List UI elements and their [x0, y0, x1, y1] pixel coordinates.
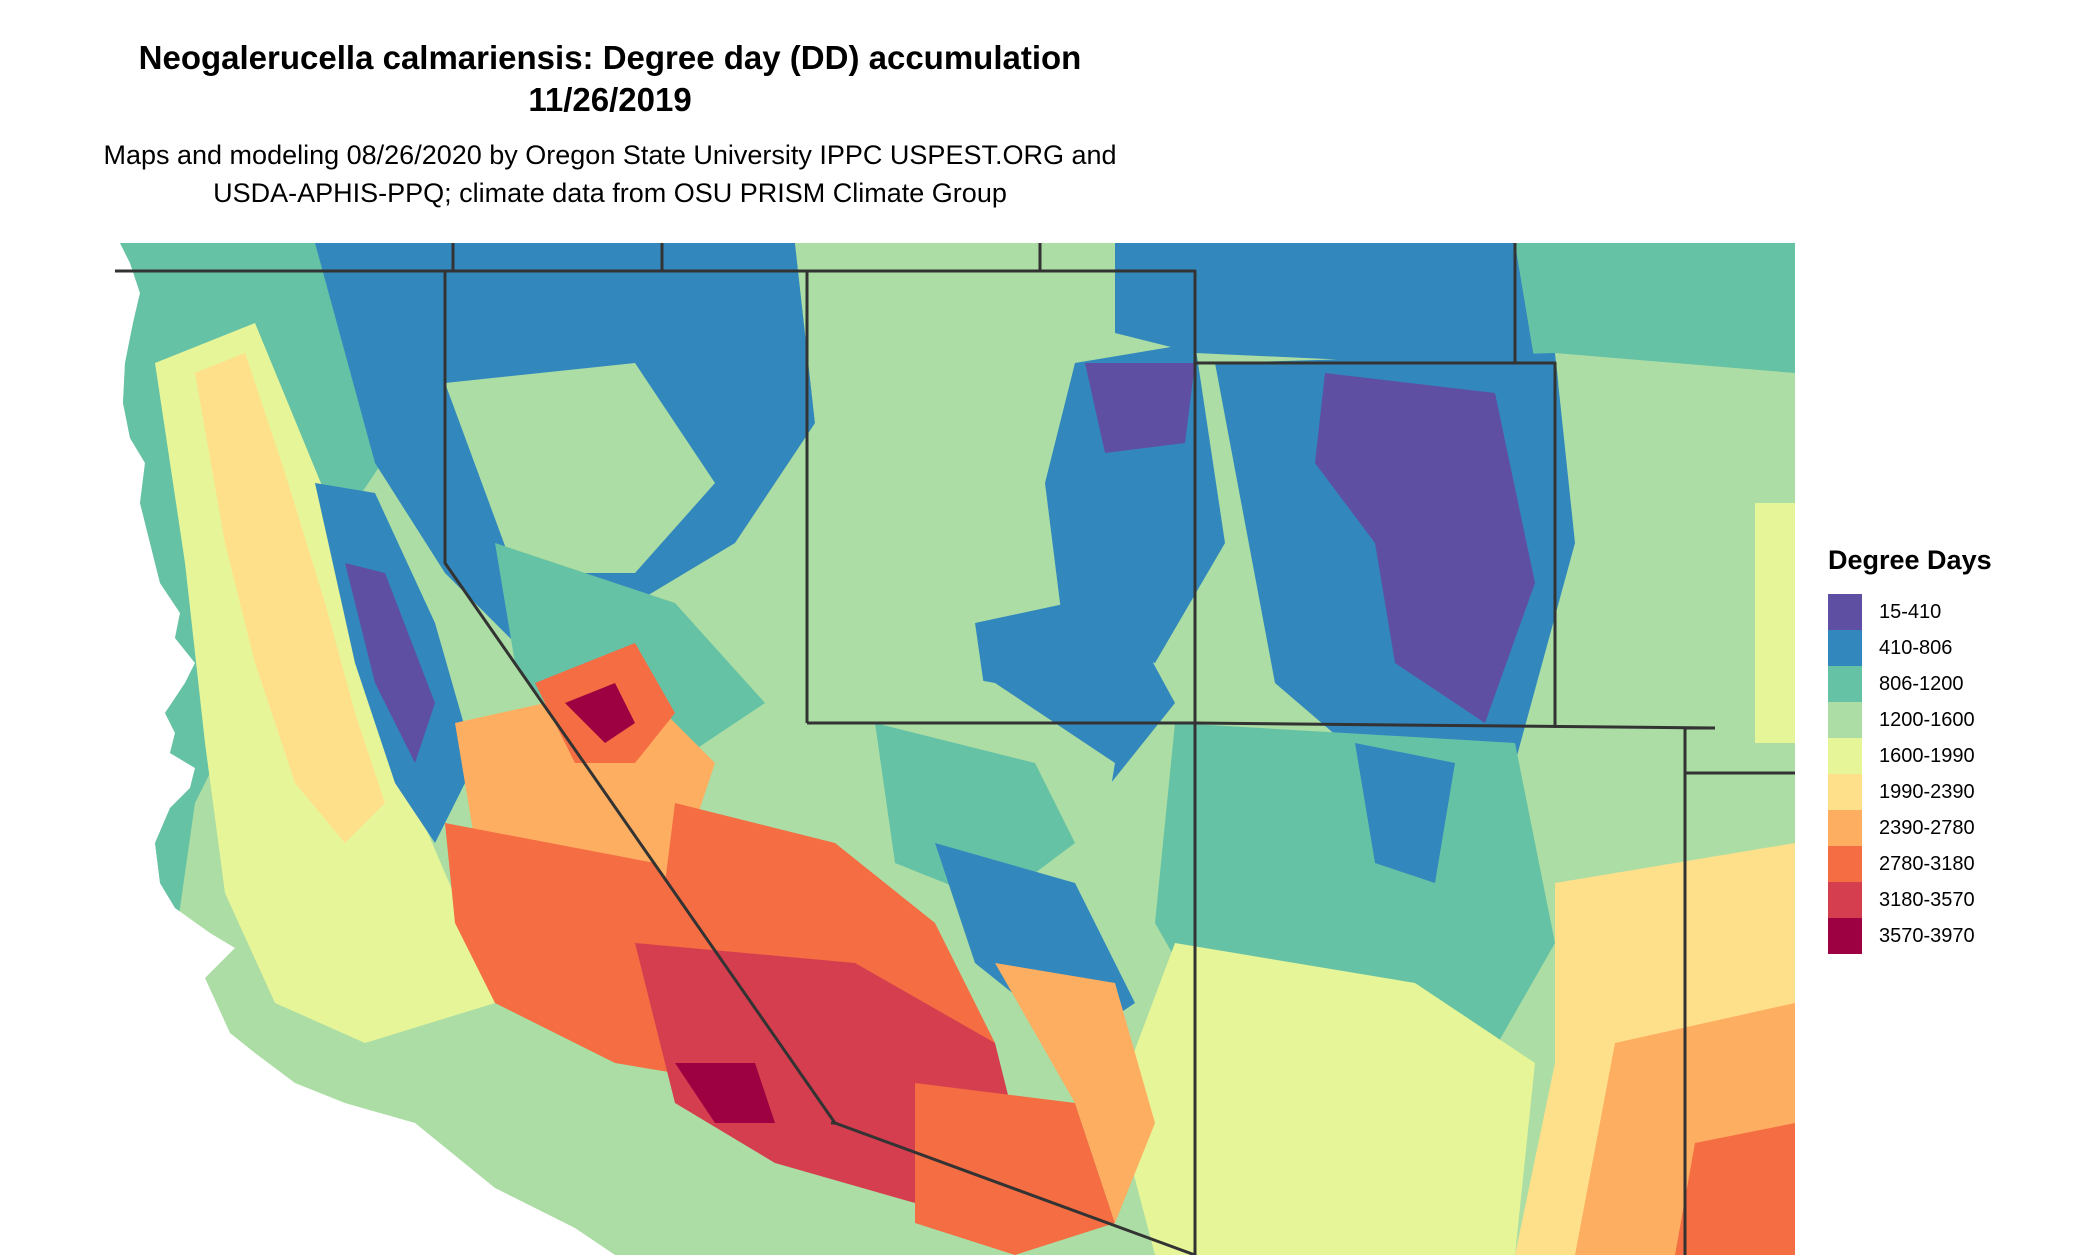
zone-utah-uintas: [1085, 363, 1195, 453]
state-borders: [115, 243, 1795, 1255]
degree-day-map: [115, 243, 1795, 1255]
zone-wyoming: [1115, 243, 1535, 363]
legend-item: 2390-2780: [1828, 810, 1992, 846]
zone-yuma-hot: [675, 1063, 775, 1123]
legend-swatch: [1828, 774, 1862, 810]
legend-item: 15-410: [1828, 594, 1992, 630]
map-legend: Degree Days 15-410 410-806 806-1200 1200-16…: [1828, 545, 1992, 954]
legend-label: 15-410: [1879, 600, 1942, 623]
legend-label: 2780-3180: [1879, 852, 1975, 875]
legend-item: 410-806: [1828, 630, 1992, 666]
zone-tucson: [915, 1083, 1115, 1255]
border-az-mex: [834, 1121, 1196, 1255]
legend-swatch: [1828, 918, 1862, 954]
legend-label: 410-806: [1879, 636, 1953, 659]
legend-item: 1600-1990: [1828, 738, 1992, 774]
zone-nm-south: [1115, 943, 1535, 1255]
legend-label: 2390-2780: [1879, 816, 1975, 839]
legend-label: 1990-2390: [1879, 780, 1975, 803]
zone-texas-hot: [1675, 1123, 1795, 1255]
legend-swatch: [1828, 738, 1862, 774]
legend-label: 1200-1600: [1879, 708, 1975, 731]
zone-colorado-plains: [1555, 353, 1795, 763]
border-co-nm: [1194, 721, 1716, 730]
zone-death-valley-core: [565, 683, 635, 743]
legend-label: 3180-3570: [1879, 888, 1975, 911]
legend-swatch: [1828, 666, 1862, 702]
legend-swatch: [1828, 702, 1862, 738]
zone-kansas-edge: [1755, 503, 1795, 743]
legend-items: 15-410 410-806 806-1200 1200-1600 1600-1990 1…: [1828, 594, 1992, 954]
map-title: Neogalerucella calmariensis: Degree day …: [138, 39, 1082, 76]
zone-colorado-high: [1315, 373, 1535, 723]
map-date: 11/26/2019: [528, 81, 692, 118]
legend-item: 3570-3970: [1828, 918, 1992, 954]
legend-label: 806-1200: [1879, 672, 1964, 695]
legend-item: 2780-3180: [1828, 846, 1992, 882]
border-ca-nv: [443, 271, 837, 1125]
map-credit-line-1: Maps and modeling 08/26/2020 by Oregon S…: [103, 140, 1117, 170]
zone-arizona-plateau: [875, 723, 1075, 903]
zone-arizona-south: [995, 963, 1155, 1223]
legend-item: 1200-1600: [1828, 702, 1992, 738]
legend-swatch: [1828, 594, 1862, 630]
legend-label: 1600-1990: [1879, 744, 1975, 767]
legend-swatch: [1828, 630, 1862, 666]
legend-swatch: [1828, 882, 1862, 918]
zone-nevada-valleys: [445, 363, 715, 573]
legend-item: 806-1200: [1828, 666, 1992, 702]
zone-sierra-crest: [345, 563, 435, 763]
legend-item: 1990-2390: [1828, 774, 1992, 810]
legend-swatch: [1828, 846, 1862, 882]
legend-item: 3180-3570: [1828, 882, 1992, 918]
legend-swatch: [1828, 810, 1862, 846]
border-nm-tx: [1683, 726, 1715, 1255]
zone-central-valley-warm: [195, 353, 385, 843]
map-credit-line-2: USDA-APHIS-PPQ; climate data from OSU PR…: [213, 178, 1007, 208]
zone-nm-mountains: [1355, 743, 1455, 883]
legend-title: Degree Days: [1828, 545, 1992, 575]
legend-label: 3570-3970: [1879, 924, 1975, 947]
